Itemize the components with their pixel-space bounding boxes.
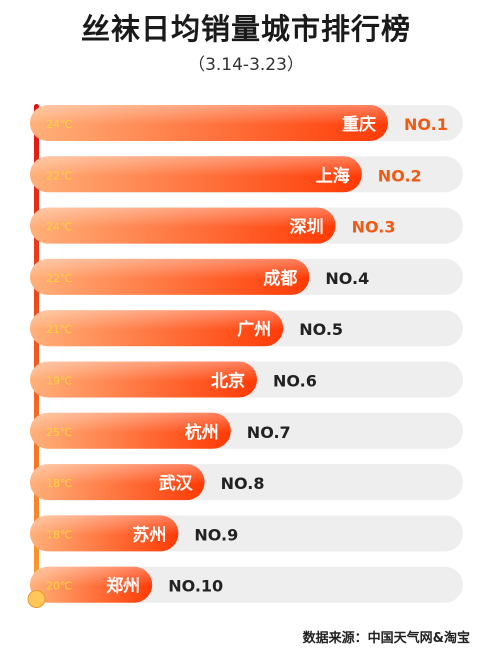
bar-gloss bbox=[30, 310, 284, 347]
temperature-label: 19℃ bbox=[46, 375, 72, 388]
bar-gloss bbox=[30, 207, 336, 244]
rank-label: NO.8 bbox=[221, 474, 265, 493]
rank-label: NO.2 bbox=[378, 166, 422, 185]
rank-label: NO.4 bbox=[325, 269, 369, 288]
temperature-label: 24℃ bbox=[46, 221, 72, 234]
temperature-label: 24℃ bbox=[46, 118, 72, 131]
city-label: 广州 bbox=[237, 319, 271, 340]
bar-gloss bbox=[30, 464, 205, 501]
temperature-label: 22℃ bbox=[46, 169, 72, 182]
rank-label: NO.1 bbox=[404, 115, 448, 134]
bar-gloss bbox=[30, 156, 362, 193]
rank-label: NO.5 bbox=[299, 320, 343, 339]
bar-gloss bbox=[30, 258, 310, 295]
bar-gloss bbox=[30, 361, 257, 398]
temperature-label: 22℃ bbox=[46, 272, 72, 285]
city-label: 郑州 bbox=[106, 576, 140, 597]
city-label: 苏州 bbox=[132, 524, 166, 545]
city-label: 重庆 bbox=[342, 114, 376, 135]
city-label: 北京 bbox=[211, 371, 245, 392]
temperature-label: 20℃ bbox=[46, 580, 72, 593]
chart-title: 丝袜日均销量城市排行榜 bbox=[80, 12, 411, 46]
city-label: 武汉 bbox=[159, 473, 194, 494]
ranking-chart: 24℃ 重庆 NO.1 22℃ 上海 NO.2 24℃ 深圳 NO.3 22℃ 成都 NO.4 21℃ 广… bbox=[27, 104, 463, 608]
temperature-label: 18℃ bbox=[46, 528, 72, 541]
rank-label: NO.7 bbox=[247, 423, 291, 442]
temperature-label: 18℃ bbox=[46, 477, 72, 490]
rank-label: NO.9 bbox=[194, 525, 238, 544]
temperature-label: 25℃ bbox=[46, 426, 72, 439]
chart-subtitle: （3.14-3.23） bbox=[188, 55, 304, 75]
bar-gloss bbox=[30, 515, 179, 552]
data-source: 数据来源：中国天气网&淘宝 bbox=[302, 631, 470, 646]
temperature-label: 21℃ bbox=[46, 323, 72, 336]
thermometer-bulb bbox=[27, 590, 46, 608]
city-label: 成都 bbox=[263, 268, 297, 289]
bar-gloss bbox=[30, 105, 388, 141]
bar-gloss bbox=[30, 566, 153, 603]
city-label: 上海 bbox=[316, 165, 350, 186]
bar-gloss bbox=[30, 412, 231, 449]
rank-label: NO.10 bbox=[168, 577, 223, 596]
rank-label: NO.3 bbox=[352, 218, 396, 237]
city-label: 杭州 bbox=[185, 422, 219, 443]
city-label: 深圳 bbox=[290, 217, 324, 238]
rank-label: NO.6 bbox=[273, 372, 317, 391]
